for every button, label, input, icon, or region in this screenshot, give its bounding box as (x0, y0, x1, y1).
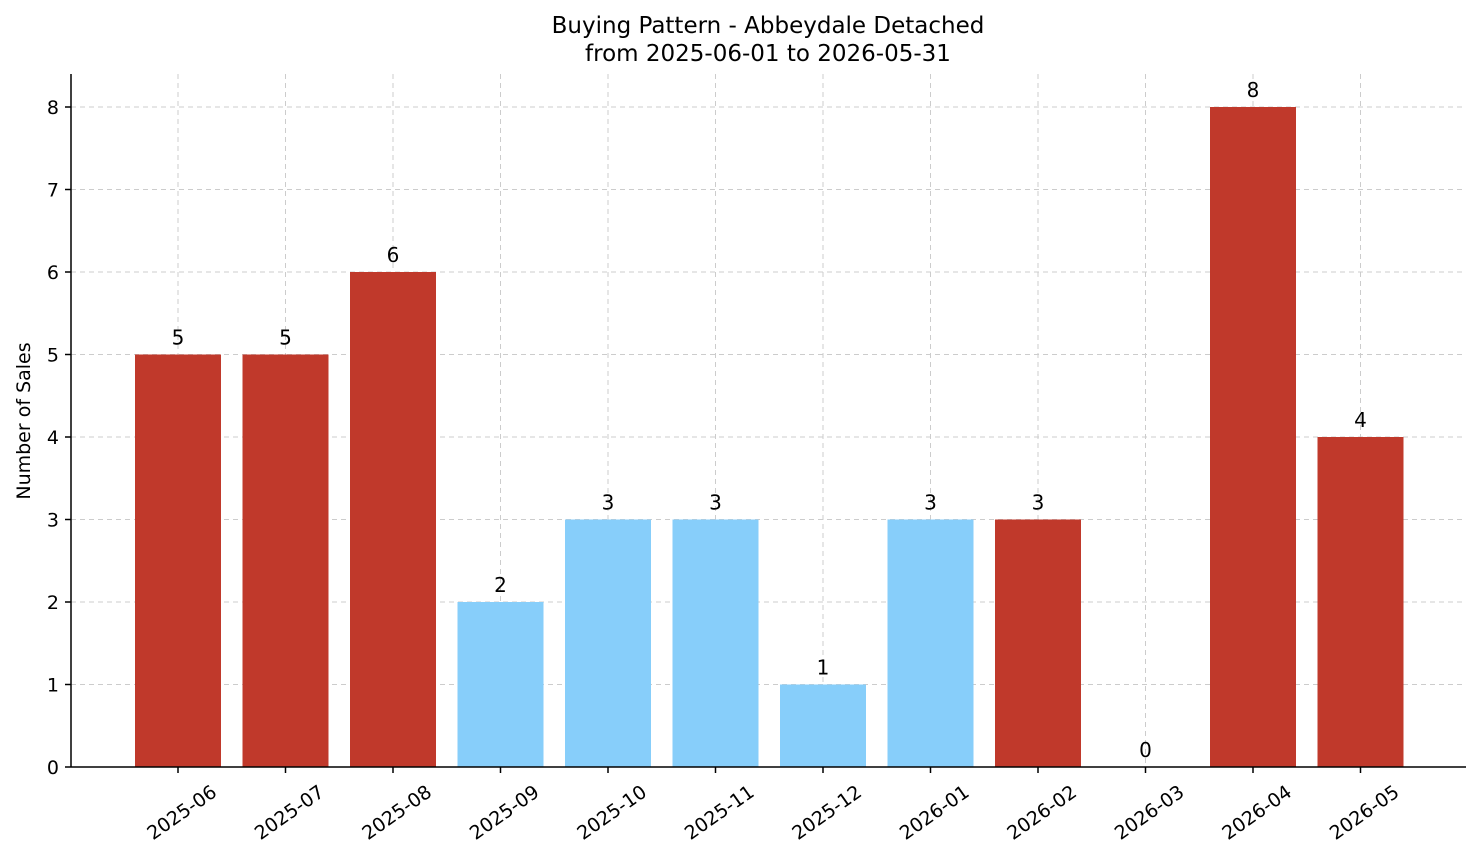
bar-2026-01 (887, 519, 974, 767)
y-tick-label: 2 (47, 592, 59, 614)
bars-layer (135, 107, 1404, 767)
bar-2026-02 (995, 519, 1081, 767)
bar-2025-11 (672, 519, 759, 767)
data-label-2026-01: 3 (924, 491, 937, 515)
y-tick-label: 5 (47, 345, 59, 367)
x-tick-label: 2026-01 (896, 781, 974, 845)
x-tick-label: 2026-04 (1218, 781, 1296, 845)
x-tick-label: 2026-02 (1003, 781, 1081, 845)
data-label-2025-10: 3 (602, 491, 615, 515)
axes-layer (65, 74, 1466, 773)
data-label-2025-12: 1 (817, 656, 830, 680)
data-label-2026-04: 8 (1247, 78, 1260, 102)
bar-2026-04 (1210, 107, 1296, 767)
bar-2025-09 (457, 602, 544, 767)
data-label-2026-05: 4 (1354, 408, 1367, 432)
x-tick-label: 2025-08 (358, 781, 436, 845)
data-label-2025-09: 2 (494, 573, 507, 597)
y-tick-label: 0 (47, 757, 59, 779)
x-tick-label: 2025-06 (143, 781, 221, 845)
y-tick-label: 4 (47, 427, 59, 449)
data-label-2025-07: 5 (279, 326, 292, 350)
x-tick-label: 2026-05 (1326, 781, 1404, 845)
y-tick-label: 1 (47, 675, 59, 697)
x-tick-label: 2025-07 (251, 781, 329, 845)
y-tick-label: 7 (47, 180, 59, 202)
bar-2025-07 (242, 354, 329, 767)
y-axis-label: Number of Sales (13, 342, 35, 499)
y-tick-label: 3 (47, 510, 59, 532)
y-tick-label: 8 (47, 97, 59, 119)
data-label-2025-06: 5 (172, 326, 185, 350)
data-label-2026-02: 3 (1032, 491, 1045, 515)
data-label-2025-08: 6 (387, 243, 400, 267)
bar-2025-12 (780, 684, 866, 767)
bar-2025-10 (565, 519, 651, 767)
chart-title: Buying Pattern - Abbeydale Detached (552, 13, 985, 39)
x-tick-label: 2026-03 (1111, 781, 1189, 845)
bar-2025-06 (135, 354, 221, 767)
y-tick-label: 6 (47, 262, 59, 284)
x-tick-label: 2025-09 (466, 781, 544, 845)
data-label-2026-03: 0 (1139, 738, 1152, 762)
data-label-2025-11: 3 (709, 491, 722, 515)
x-tick-label: 2025-12 (788, 781, 866, 845)
chart-subtitle: from 2025-06-01 to 2026-05-31 (585, 41, 951, 67)
x-tick-label: 2025-10 (573, 781, 651, 845)
bar-2025-08 (350, 272, 436, 767)
x-tick-label: 2025-11 (681, 781, 759, 845)
bar-2026-05 (1317, 437, 1404, 767)
